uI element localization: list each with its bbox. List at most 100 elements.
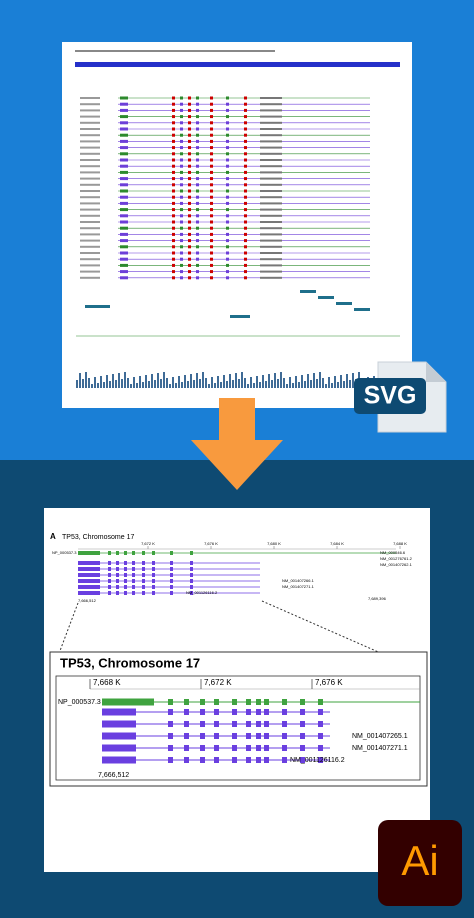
exon [172, 177, 175, 181]
row-label-mark [80, 202, 100, 205]
transcript-label: NM_000546.6 [380, 550, 406, 555]
coverage [253, 383, 255, 388]
exon [188, 177, 191, 181]
exon [244, 183, 247, 187]
header-text [75, 50, 275, 52]
coverage [256, 376, 258, 388]
exon [170, 551, 173, 555]
exon [210, 195, 213, 199]
exon [190, 567, 193, 571]
exon [120, 195, 128, 199]
exon [214, 709, 219, 715]
x-tick-label: 7,676 K [204, 541, 218, 546]
exon [244, 232, 247, 236]
exon [196, 214, 199, 218]
exon [102, 756, 136, 764]
coverage [271, 380, 273, 388]
row-label-mark [80, 208, 100, 211]
exon [200, 733, 205, 739]
exon [188, 232, 191, 236]
exon [210, 232, 213, 236]
exon [120, 257, 128, 261]
exon [168, 709, 173, 715]
exon [244, 139, 247, 143]
exon [116, 567, 119, 571]
exon [210, 102, 213, 106]
coverage [100, 376, 102, 388]
label-mark [260, 270, 282, 273]
exon [210, 139, 213, 143]
label-mark [260, 276, 282, 279]
exon [196, 208, 199, 212]
exon [188, 201, 191, 205]
coverage [310, 380, 312, 388]
exon [226, 226, 229, 230]
exon [188, 251, 191, 255]
exon [200, 709, 205, 715]
exon [226, 276, 229, 280]
svg-label: SVG [364, 382, 417, 410]
exon [282, 757, 287, 763]
exon [172, 245, 175, 249]
label-mark [260, 239, 282, 242]
coverage [79, 373, 81, 388]
exon [172, 139, 175, 143]
exon [188, 146, 191, 150]
exon [190, 585, 193, 589]
exon [226, 251, 229, 255]
exon [210, 276, 213, 280]
row-label-mark [80, 245, 100, 248]
zoom-box [49, 651, 428, 787]
exon [116, 591, 119, 595]
exon [180, 263, 183, 267]
coverage [172, 377, 174, 388]
coverage [190, 374, 192, 388]
transcript-label: NM_001407265.1 [352, 733, 408, 740]
exon [210, 121, 213, 125]
feature [85, 305, 110, 308]
exon [264, 721, 269, 727]
exon [188, 245, 191, 249]
coverage [160, 379, 162, 388]
exon [102, 732, 136, 740]
exon [120, 158, 128, 162]
exon [188, 121, 191, 125]
exon [214, 745, 219, 751]
coverage [304, 381, 306, 388]
label-mark [260, 245, 282, 248]
exon [210, 183, 213, 187]
exon [226, 239, 229, 243]
exon [196, 96, 199, 100]
exon [180, 239, 183, 243]
exon [244, 121, 247, 125]
coverage [316, 379, 318, 388]
exon [244, 220, 247, 224]
exon [210, 214, 213, 218]
exon [188, 226, 191, 230]
exon [226, 263, 229, 267]
exon [188, 214, 191, 218]
exon [244, 214, 247, 218]
exon [170, 585, 173, 589]
exon [120, 164, 128, 168]
exon [196, 158, 199, 162]
label-mark [260, 196, 282, 199]
exon [188, 139, 191, 143]
coverage [184, 375, 186, 388]
exon [210, 201, 213, 205]
exon [120, 96, 128, 100]
coverage [337, 382, 339, 388]
coverage [148, 381, 150, 388]
label-mark [260, 152, 282, 155]
coverage [97, 383, 99, 388]
exon [132, 567, 135, 571]
exon [180, 220, 183, 224]
exon [180, 121, 183, 125]
exon [78, 551, 100, 555]
exon [196, 263, 199, 267]
exon [152, 591, 155, 595]
coverage [127, 378, 129, 388]
exon [226, 170, 229, 174]
exon [226, 108, 229, 112]
coverage [205, 378, 207, 388]
